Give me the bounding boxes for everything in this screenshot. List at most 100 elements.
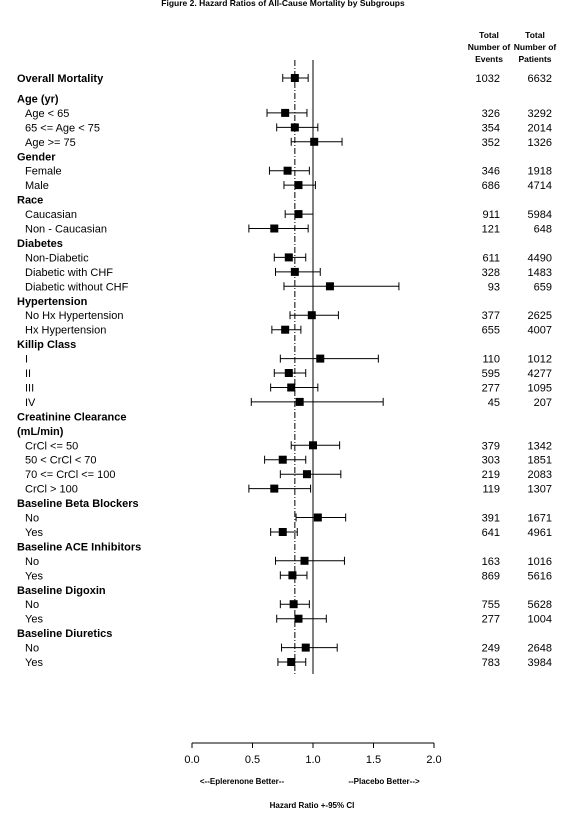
- subgroup-row: IV 45 207: [25, 397, 552, 409]
- subgroup-label: No: [25, 599, 39, 611]
- left-annotation: <--Eplerenone Better--: [200, 777, 285, 786]
- x-tick-label: 1.5: [366, 754, 381, 766]
- subgroup-row: Overall Mortality 1032 6632: [17, 73, 552, 85]
- group-label: Baseline ACE Inhibitors: [17, 541, 141, 553]
- patients-value: 1483: [528, 267, 552, 279]
- subgroup-label: Age >= 75: [25, 137, 76, 149]
- patients-value: 4007: [528, 325, 552, 337]
- subgroup-row: Killip Class: [17, 339, 76, 351]
- hazard-ratio-marker: [270, 224, 279, 233]
- subgroup-row: Age >= 75 352 1326: [25, 137, 552, 149]
- events-value: 352: [482, 137, 500, 149]
- patients-header-line-1: Total: [525, 30, 545, 40]
- subgroup-row: Baseline ACE Inhibitors: [17, 541, 141, 553]
- events-value: 219: [482, 469, 500, 481]
- events-value: 686: [482, 180, 500, 192]
- subgroup-row: Diabetic with CHF 328 1483: [25, 267, 552, 279]
- events-value: 121: [482, 224, 500, 236]
- hazard-ratio-marker: [294, 210, 303, 219]
- events-value: 391: [482, 513, 500, 525]
- hazard-ratio-marker: [278, 455, 287, 464]
- group-label: Diabetes: [17, 238, 63, 250]
- group-label: Baseline Diuretics: [17, 628, 112, 640]
- events-value: 249: [482, 643, 500, 655]
- x-tick-label: 0.5: [245, 754, 260, 766]
- patients-value: 659: [534, 281, 552, 293]
- hazard-ratio-marker: [294, 181, 303, 190]
- patients-value: 3292: [528, 108, 552, 120]
- hazard-ratio-marker: [294, 614, 303, 623]
- patients-value: 1918: [528, 166, 552, 178]
- patients-value: 3984: [528, 657, 552, 669]
- hazard-ratio-marker: [290, 267, 299, 276]
- events-value: 110: [482, 354, 500, 366]
- events-value: 328: [482, 267, 500, 279]
- events-value: 377: [482, 310, 500, 322]
- patients-header-line-3: Patients: [518, 54, 551, 64]
- patients-value: 5628: [528, 599, 552, 611]
- hazard-ratio-marker: [283, 166, 292, 175]
- subgroup-row: Yes 277 1004: [25, 614, 552, 626]
- events-value: 783: [482, 657, 500, 669]
- patients-value: 1342: [528, 440, 552, 452]
- subgroup-row: I 110 1012: [25, 354, 552, 366]
- patients-value: 1671: [528, 513, 552, 525]
- subgroup-row: Hx Hypertension 655 4007: [25, 325, 552, 337]
- x-axis-label: Hazard Ratio +-95% CI: [270, 801, 355, 810]
- patients-value: 1016: [528, 556, 552, 568]
- hazard-ratio-marker: [325, 282, 334, 291]
- events-value: 869: [482, 570, 500, 582]
- hazard-ratio-marker: [288, 571, 297, 580]
- subgroup-row: Yes 641 4961: [25, 527, 552, 539]
- group-label: Gender: [17, 151, 56, 163]
- subgroup-row: Baseline Digoxin: [17, 585, 106, 597]
- hazard-ratio-marker: [301, 643, 310, 652]
- events-value: 303: [482, 455, 500, 467]
- group-label: Hypertension: [17, 296, 88, 308]
- hazard-ratio-marker: [290, 123, 299, 132]
- subgroup-row: Baseline Diuretics: [17, 628, 112, 640]
- subgroup-row: Diabetic without CHF 93 659: [25, 281, 552, 293]
- subgroup-row: 65 <= Age < 75 354 2014: [25, 122, 552, 134]
- subgroup-row: No 249 2648: [25, 643, 552, 655]
- hazard-ratio-marker: [270, 484, 279, 493]
- patients-value: 4490: [528, 252, 552, 264]
- patients-value: 1004: [528, 614, 552, 626]
- events-value: 595: [482, 368, 500, 380]
- subgroup-label: Yes: [25, 527, 43, 539]
- subgroup-label: 65 <= Age < 75: [25, 122, 100, 134]
- hazard-ratio-marker: [300, 556, 309, 565]
- subgroup-row: Yes 869 5616: [25, 570, 552, 582]
- plot-lines: [294, 60, 314, 674]
- subgroup-label: Hx Hypertension: [25, 325, 106, 337]
- hazard-ratio-marker: [284, 253, 293, 262]
- subgroup-row: Non - Caucasian 121 648: [25, 224, 552, 236]
- subgroup-row: Age (yr): [17, 94, 59, 106]
- group-label: Baseline Digoxin: [17, 585, 106, 597]
- group-label: Baseline Beta Blockers: [17, 498, 139, 510]
- events-header-line-2: Number of: [468, 42, 511, 52]
- hazard-ratio-marker: [307, 311, 316, 320]
- subgroup-row: (mL/min): [17, 426, 64, 438]
- group-label: Killip Class: [17, 339, 76, 351]
- subgroup-row: No 163 1016: [25, 556, 552, 568]
- events-value: 655: [482, 325, 500, 337]
- subgroup-label: Non - Caucasian: [25, 224, 107, 236]
- patients-column-header: Total Number of Patients: [514, 30, 557, 64]
- patients-value: 4277: [528, 368, 552, 380]
- group-label: Creatinine Clearance: [17, 411, 126, 423]
- events-value: 277: [482, 614, 500, 626]
- subgroup-row: Age < 65 326 3292: [25, 108, 552, 120]
- subgroup-label: Male: [25, 180, 49, 192]
- subgroup-row: III 277 1095: [25, 383, 552, 395]
- subgroup-label: II: [25, 368, 31, 380]
- events-value: 119: [482, 484, 500, 496]
- hazard-ratio-marker: [289, 600, 298, 609]
- subgroup-row: CrCl <= 50 379 1342: [25, 440, 552, 452]
- patients-value: 1851: [528, 455, 552, 467]
- hazard-ratio-marker: [281, 108, 290, 117]
- hazard-ratio-marker: [313, 513, 322, 522]
- patients-value: 2648: [528, 643, 552, 655]
- hazard-ratio-marker: [281, 325, 290, 334]
